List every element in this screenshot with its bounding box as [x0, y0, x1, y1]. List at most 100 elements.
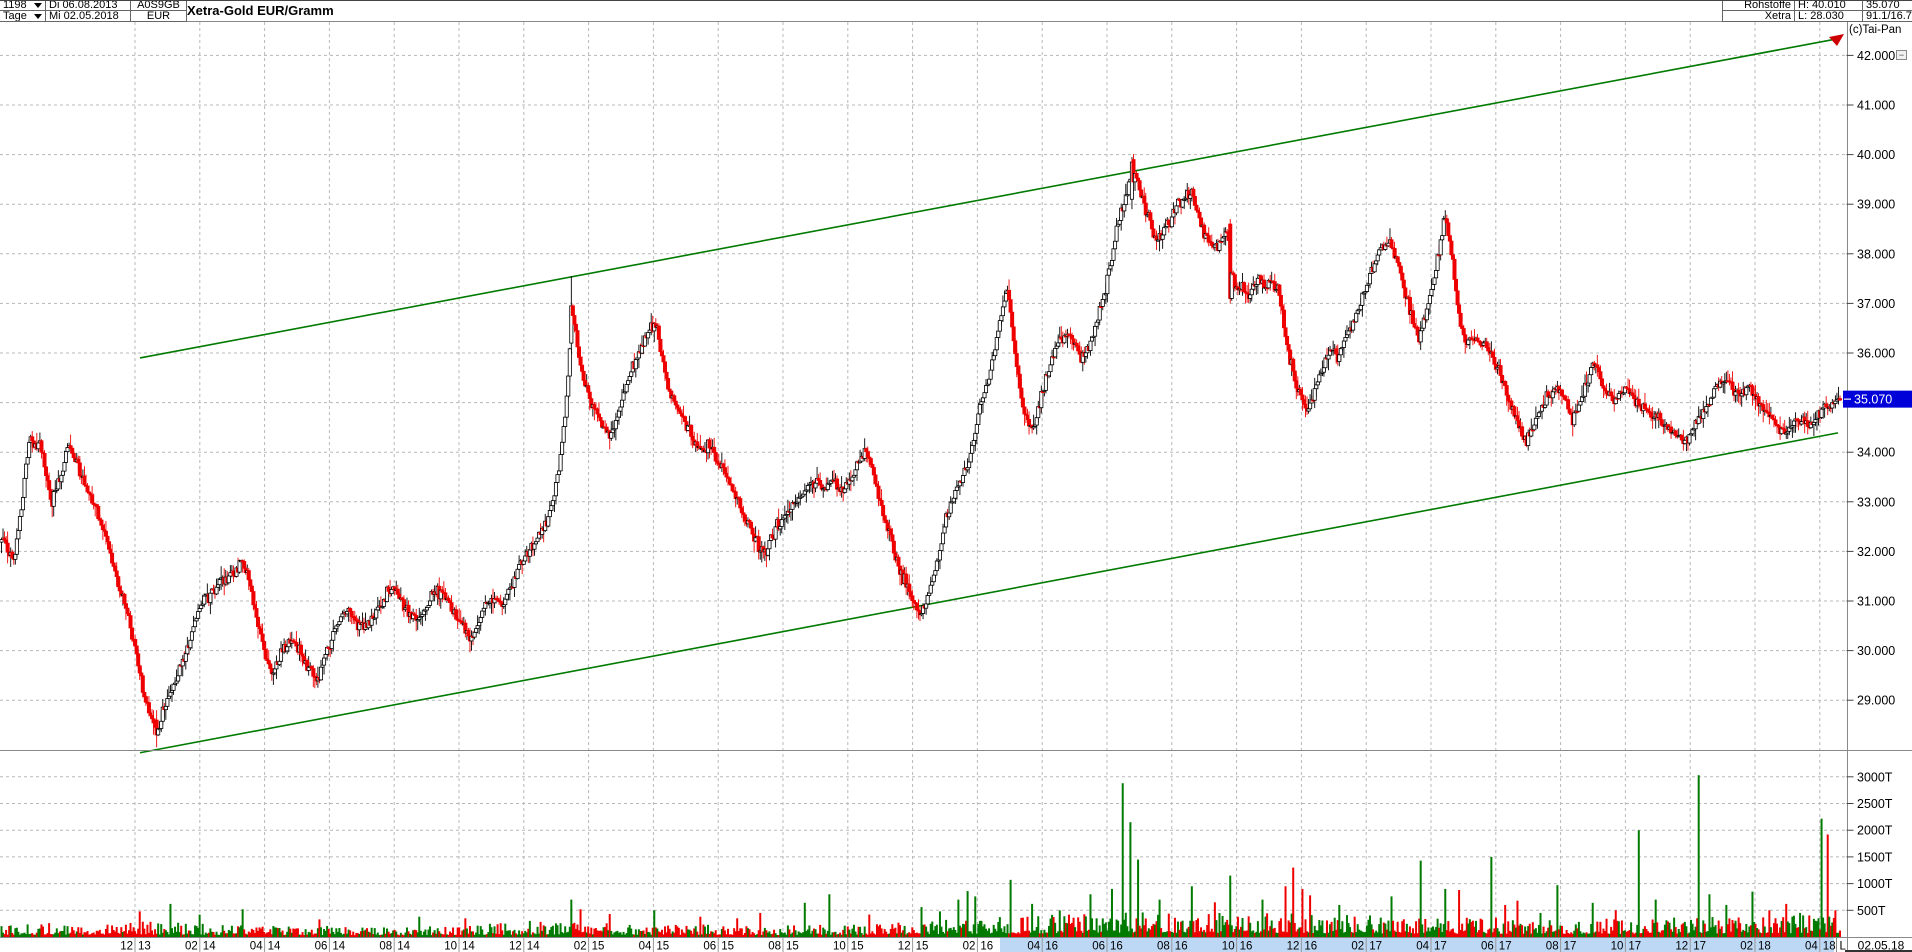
first-date-cell: Di 06.08.2013 — [46, 0, 131, 11]
exchange: Xetra — [1764, 11, 1791, 22]
x-axis-year-label: 16 — [980, 941, 993, 952]
period-value: Tage — [3, 11, 27, 22]
x-axis-month-label: 12 — [1675, 941, 1688, 952]
candlestick-series — [0, 159, 1843, 736]
last-date: Mi 02.05.2018 — [49, 11, 119, 22]
x-axis-month-label: 12 — [898, 941, 911, 952]
x-axis-month-label: 04 — [639, 941, 652, 952]
x-axis-month-label: 10 — [1222, 941, 1235, 952]
bars-count-dropdown[interactable]: 1198 — [0, 0, 46, 11]
x-axis-year-label: 14 — [268, 941, 281, 952]
period-high-cell: H: 40.010 — [1795, 0, 1863, 11]
bars-count-value: 1198 — [3, 0, 27, 11]
last-date-cell: Mi 02.05.2018 — [46, 11, 131, 22]
price-axis-label: 39.000 — [1857, 198, 1895, 212]
x-axis-month-label: 12 — [1287, 941, 1300, 952]
x-axis-month-label: 02 — [1740, 941, 1753, 952]
x-axis-month-label: 02 — [1351, 941, 1364, 952]
x-axis-month-label: 08 — [1546, 941, 1559, 952]
x-axis-year-label: 17 — [1564, 941, 1577, 952]
x-axis-year-label: 14 — [527, 941, 540, 952]
gridlines — [0, 22, 1845, 937]
price-axis-label: 31.000 — [1857, 595, 1895, 609]
volume-axis-label: 500T — [1857, 904, 1886, 918]
x-axis-month-label: 04 — [1416, 941, 1429, 952]
x-axis-month-label: 10 — [833, 941, 846, 952]
x-axis-year-label: 17 — [1369, 941, 1382, 952]
x-axis-month-label: 04 — [250, 941, 263, 952]
chart-plot-area[interactable] — [0, 22, 1845, 938]
price-axis-label: 36.000 — [1857, 347, 1895, 361]
x-axis-year-label: 17 — [1499, 941, 1512, 952]
period-high: H: 40.010 — [1798, 0, 1846, 11]
x-axis-month-label: 10 — [1611, 941, 1624, 952]
period-dropdown[interactable]: Tage — [0, 11, 46, 22]
price-axis-label: 30.000 — [1857, 644, 1895, 658]
stat-value: 91.1/16.72 — [1866, 11, 1912, 22]
trend-channel-lines — [139, 34, 1844, 754]
period-low-cell: L: 28.030 — [1795, 11, 1863, 22]
x-axis-month-label: 04 — [1805, 941, 1818, 952]
x-axis-year-label: 14 — [332, 941, 345, 952]
volume-axis-label: 2500T — [1857, 797, 1893, 811]
exchange-cell: Xetra — [1722, 11, 1795, 22]
volume-bars — [0, 775, 1841, 937]
x-axis-year-label: 15 — [656, 941, 669, 952]
x-axis-month-label: 06 — [315, 941, 328, 952]
price-axis-label: 42.000 — [1857, 49, 1895, 63]
x-axis-month-label: 02 — [185, 941, 198, 952]
x-axis-month-label: 12 — [509, 941, 522, 952]
header-last-price: 35.070 — [1866, 0, 1900, 11]
x-axis-year-label: 16 — [1045, 941, 1058, 952]
x-axis-year-label: 17 — [1434, 941, 1447, 952]
stat-cell: 91.1/16.72 — [1863, 11, 1912, 22]
price-axis-label: 33.000 — [1857, 495, 1895, 509]
x-axis-month-label: 10 — [444, 941, 457, 952]
x-axis-year-label: 18 — [1758, 941, 1771, 952]
x-axis-month-label: 06 — [703, 941, 716, 952]
price-axis-label: 29.000 — [1857, 694, 1895, 708]
x-axis-year-label: 17 — [1628, 941, 1641, 952]
chevron-down-icon — [34, 2, 42, 8]
last-price-marker: 35.070 — [1843, 390, 1912, 408]
x-axis-year-label: 15 — [851, 941, 864, 952]
x-axis-year-label: 14 — [203, 941, 216, 952]
volume-axis-label: 3000T — [1857, 770, 1893, 784]
x-axis-month-label: 06 — [1481, 941, 1494, 952]
volume-axis-label: 2000T — [1857, 824, 1893, 838]
collapse-pane-button[interactable]: − — [1896, 50, 1907, 60]
chart-header: 1198 Tage Di 06.08.2013 Mi 02.05.2018 A0… — [0, 0, 1912, 22]
price-axis-label: 37.000 — [1857, 297, 1895, 311]
x-axis-month-label: 04 — [1027, 941, 1040, 952]
category-cell: Rohstoffe — [1722, 0, 1795, 11]
x-axis-month-label: 08 — [379, 941, 392, 952]
currency: EUR — [146, 11, 171, 22]
wkn-cell: A0S9GB — [131, 0, 187, 11]
x-axis-year-label: 14 — [462, 941, 475, 952]
copyright-label: (c)Tai-Pan — [1849, 24, 1902, 36]
page-title: Xetra-Gold EUR/Gramm — [187, 3, 334, 18]
volume-axis-label: 1500T — [1857, 850, 1893, 864]
x-axis-year-label: 15 — [786, 941, 799, 952]
x-axis-year-label: 16 — [1240, 941, 1253, 952]
currency-cell: EUR — [131, 11, 187, 22]
price-axis-label: 41.000 — [1857, 99, 1895, 113]
trend-arrowhead-icon — [1829, 34, 1844, 47]
window-top-border — [0, 0, 1912, 1]
x-axis-month-label: 02 — [574, 941, 587, 952]
time-axis-bar[interactable]: 12 13 02 14 04 14 06 14 08 14 10 14 12 14 02 15 04 15 06 15… — [0, 938, 1905, 952]
x-axis-year-label: 15 — [592, 941, 605, 952]
price-axis-label: 40.000 — [1857, 148, 1895, 162]
instrument-title: Xetra-Gold EUR/Gramm — [187, 0, 1722, 22]
category: Rohstoffe — [1744, 0, 1791, 11]
last-price-label: 35.070 — [1854, 393, 1892, 407]
cursor-date-label: 02.05.18 — [1858, 939, 1905, 952]
x-axis-year-label: 17 — [1693, 941, 1706, 952]
first-date: Di 06.08.2013 — [49, 0, 118, 11]
x-axis-year-label: 14 — [397, 941, 410, 952]
x-axis-year-label: 18 — [1823, 941, 1836, 952]
x-axis-year-label: 16 — [1304, 941, 1317, 952]
x-axis-month-label: 12 — [120, 941, 133, 952]
